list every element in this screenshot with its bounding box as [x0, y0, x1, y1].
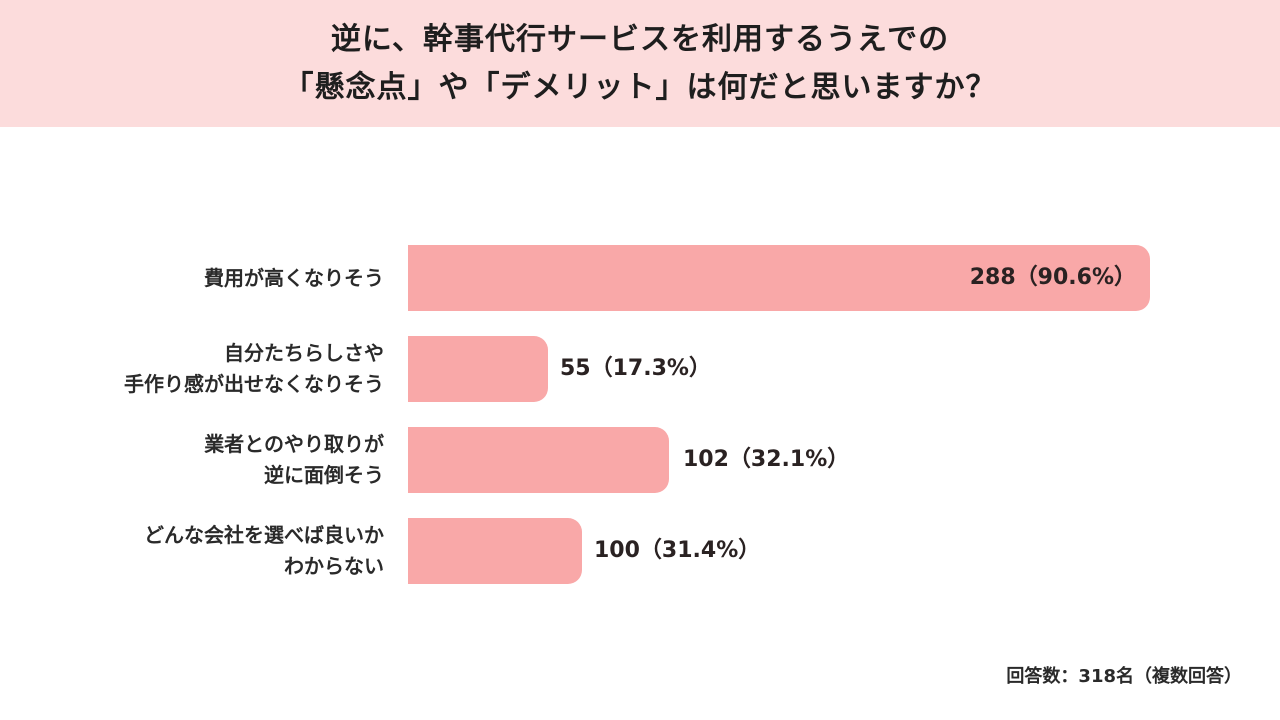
category-label-line: どんな会社を選べば良いか — [144, 523, 384, 547]
respondent-count-note: 回答数：318名（複数回答） — [1006, 666, 1242, 687]
value-label: 102（32.1%） — [683, 447, 850, 472]
category-label: 業者とのやり取りが 逆に面倒そう — [204, 427, 384, 493]
bar-row: 費用が高くなりそう 288（90.6%） — [0, 245, 1280, 311]
bar — [408, 336, 548, 402]
bar-row: 業者とのやり取りが 逆に面倒そう 102（32.1%） — [0, 427, 1280, 493]
chart-title-line-2: 「懸念点」や「デメリット」は何だと思いますか？ — [283, 69, 997, 105]
bar — [408, 427, 669, 493]
value-label: 288（90.6%） — [969, 265, 1136, 290]
category-label-line: 費用が高くなりそう — [204, 265, 384, 290]
bar — [408, 245, 1150, 311]
category-label: どんな会社を選べば良いか わからない — [144, 518, 384, 584]
category-label-line: 手作り感が出せなくなりそう — [124, 372, 384, 396]
category-label-line: 逆に面倒そう — [264, 463, 384, 487]
bar — [408, 518, 582, 584]
bar-row: 自分たちらしさや 手作り感が出せなくなりそう 55（17.3%） — [0, 336, 1280, 402]
value-label: 100（31.4%） — [594, 538, 761, 563]
category-label-line: わからない — [284, 554, 384, 578]
category-label-line: 業者とのやり取りが — [204, 432, 384, 456]
category-label: 費用が高くなりそう — [204, 245, 384, 311]
chart-title-line-1: 逆に、幹事代行サービスを利用するうえでの — [330, 21, 950, 57]
value-label: 55（17.3%） — [560, 356, 711, 381]
bar-row: どんな会社を選べば良いか わからない 100（31.4%） — [0, 518, 1280, 584]
chart-title-banner: 逆に、幹事代行サービスを利用するうえでの 「懸念点」や「デメリット」は何だと思い… — [0, 0, 1280, 127]
category-label-line: 自分たちらしさや — [224, 341, 384, 365]
category-label: 自分たちらしさや 手作り感が出せなくなりそう — [124, 336, 384, 402]
